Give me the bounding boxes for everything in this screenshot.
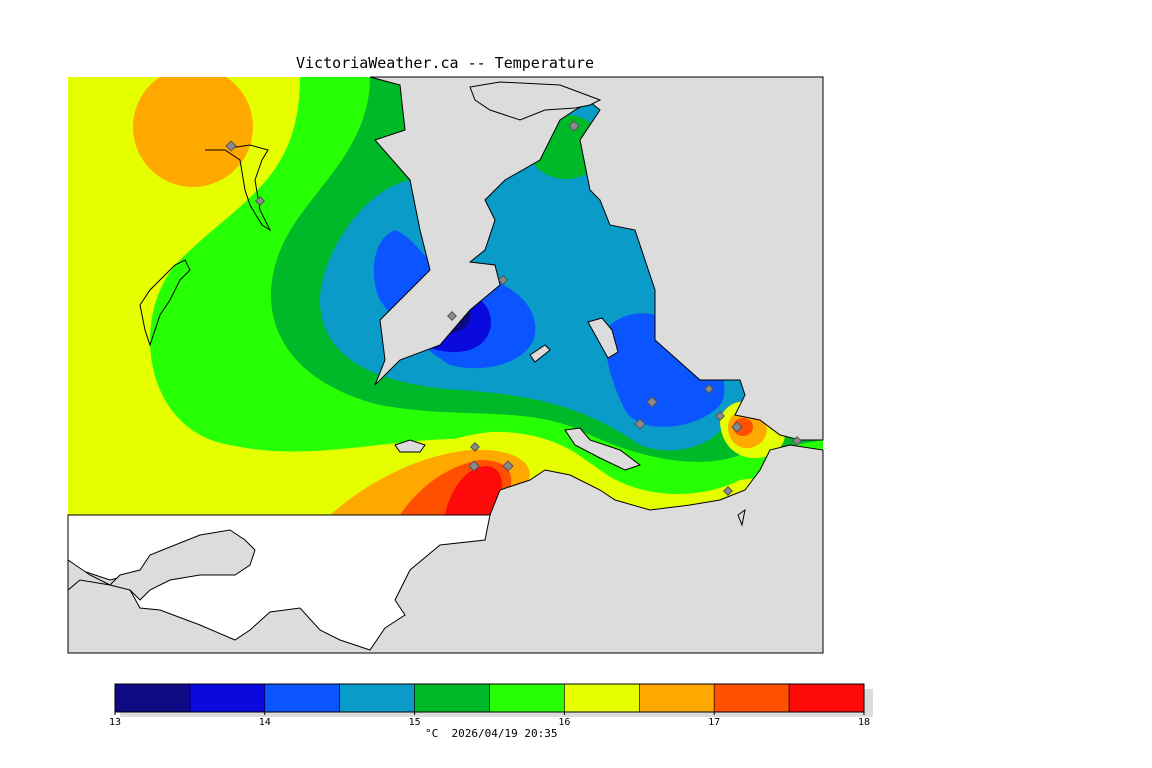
station-marker	[634, 418, 646, 430]
station-marker	[468, 460, 480, 472]
contour-band-16.5-17-northwest	[133, 77, 253, 187]
coast-mid-island	[394, 439, 426, 453]
legend-tick-marks	[114, 712, 865, 715]
legend-band	[564, 683, 640, 713]
station-markers	[225, 120, 802, 496]
legend-tick-label: 15	[408, 717, 421, 728]
coast-west-inlet	[205, 144, 272, 232]
legend-tick-label: 16	[558, 717, 571, 728]
station-marker	[646, 396, 658, 408]
legend-band	[414, 683, 490, 713]
legend-band	[713, 683, 790, 713]
station-marker	[723, 486, 733, 496]
legend-band	[788, 683, 865, 713]
legend-band	[189, 683, 266, 713]
exterior-inner-land	[67, 529, 256, 601]
station-marker	[447, 311, 457, 321]
legend-tick-label: 17	[708, 717, 721, 728]
station-marker	[225, 140, 237, 152]
station-marker	[255, 196, 265, 206]
coast-west-island	[139, 259, 191, 347]
legend-caption: °C 2026/04/19 20:35	[425, 727, 558, 740]
legend-band	[264, 683, 340, 713]
legend-tick-label: 18	[857, 717, 871, 728]
legend-band	[489, 683, 565, 713]
station-marker	[715, 411, 725, 421]
land-east-north	[369, 76, 824, 441]
land-north-island	[469, 81, 602, 121]
station-marker	[731, 421, 743, 433]
coast-south-spit	[564, 427, 642, 471]
coast-east-island	[587, 317, 619, 359]
coastline-details	[139, 144, 746, 527]
station-marker	[502, 460, 514, 472]
station-marker	[568, 120, 580, 132]
station-marker	[470, 442, 480, 452]
legend-border	[114, 683, 865, 713]
legend-color-bar	[114, 683, 865, 713]
station-marker	[792, 436, 802, 446]
station-marker	[704, 384, 714, 394]
coast-east-point	[737, 508, 746, 527]
station-marker	[498, 275, 508, 285]
legend-band	[114, 683, 191, 713]
legend-tick-label: 13	[108, 717, 122, 728]
contour-band-17.5-18-south	[445, 466, 502, 515]
coast-small-island	[529, 344, 551, 363]
legend-band	[339, 683, 415, 713]
legend-tick-label: 14	[258, 717, 271, 728]
legend-band	[638, 683, 715, 713]
page-title: VictoriaWeather.ca -- Temperature	[296, 54, 595, 72]
